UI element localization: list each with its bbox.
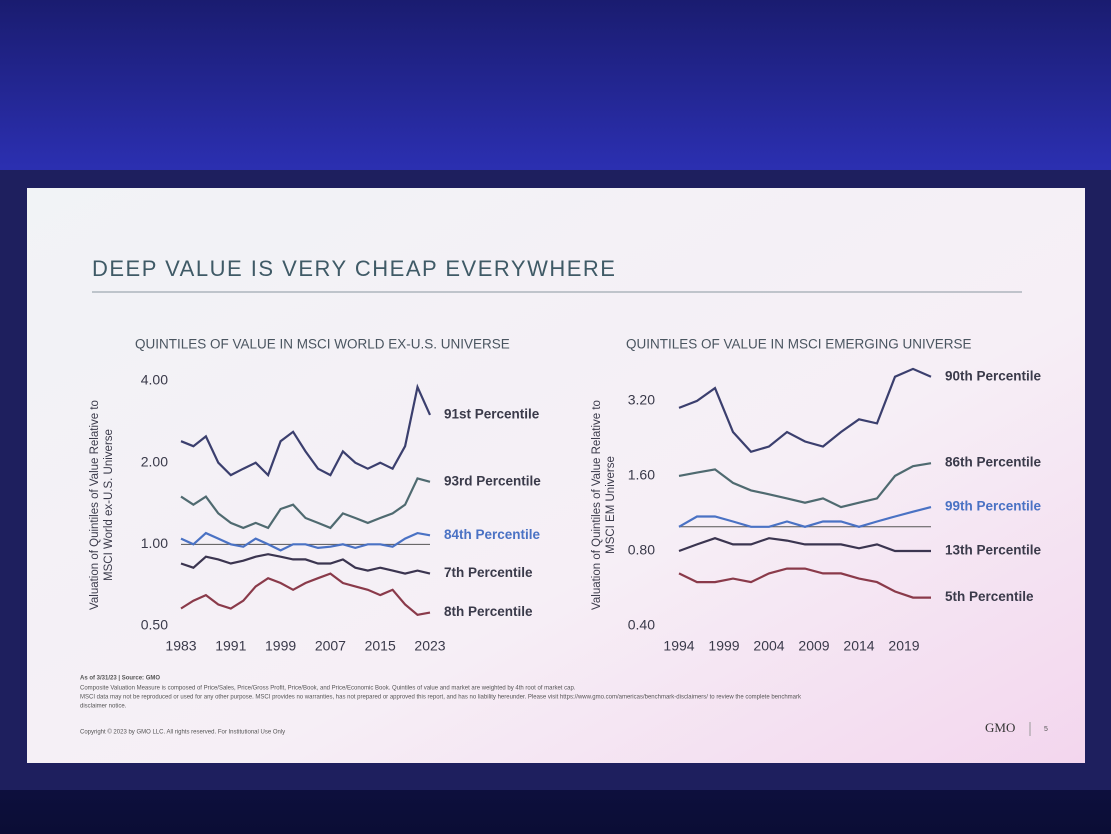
y-tick-label: 3.20 (628, 392, 655, 408)
series-label: 91st Percentile (444, 406, 540, 421)
chart-title: QUINTILES OF VALUE IN MSCI WORLD EX-U.S.… (135, 337, 510, 352)
slide-title: DEEP VALUE IS VERY CHEAP EVERYWHERE (92, 256, 616, 281)
series-label: 7th Percentile (444, 565, 533, 580)
series-line (180, 572, 431, 616)
x-tick-label: 2004 (753, 638, 784, 654)
x-tick-label: 1999 (265, 638, 296, 654)
series-label: 84th Percentile (444, 527, 541, 542)
y-tick-label: 4.00 (141, 372, 168, 388)
series-label: 99th Percentile (945, 499, 1042, 514)
y-axis-label: Valuation of Quintiles of Value Relative… (591, 400, 603, 610)
series-line (180, 477, 431, 530)
footnote: MSCI data may not be reproduced or used … (80, 695, 802, 701)
x-tick-label: 2015 (365, 638, 396, 654)
series-line (678, 462, 932, 509)
x-tick-label: 2019 (888, 638, 919, 654)
y-tick-label: 1.60 (628, 467, 655, 483)
x-tick-label: 2009 (798, 638, 829, 654)
series-label: 93rd Percentile (444, 473, 541, 488)
x-tick-label: 2014 (843, 638, 874, 654)
series-line (678, 567, 931, 599)
copyright: Copyright © 2023 by GMO LLC. All rights … (80, 729, 285, 736)
series-line (678, 506, 932, 528)
series-label: 5th Percentile (945, 589, 1034, 604)
series-line (678, 537, 931, 553)
series-label: 8th Percentile (444, 604, 533, 619)
y-tick-label: 2.00 (141, 453, 168, 469)
x-tick-label: 1999 (708, 638, 739, 654)
y-tick-label: 1.00 (141, 535, 168, 551)
y-axis-label: MSCI World ex-U.S. Universe (103, 429, 115, 581)
chart-title: QUINTILES OF VALUE IN MSCI EMERGING UNIV… (626, 337, 972, 352)
slide (27, 188, 1085, 763)
series-label: 86th Percentile (945, 455, 1042, 470)
x-tick-label: 1991 (215, 638, 246, 654)
series-label: 13th Percentile (945, 543, 1042, 558)
y-tick-label: 0.80 (628, 542, 655, 558)
y-axis-label: MSCI EM Universe (605, 456, 617, 554)
footnote: As of 3/31/23 | Source: GMO (80, 676, 160, 682)
x-tick-label: 2023 (414, 638, 445, 654)
series-line (180, 531, 431, 552)
y-tick-label: 0.40 (628, 617, 655, 633)
x-tick-label: 2007 (315, 638, 346, 654)
footnote: Composite Valuation Measure is composed … (80, 686, 576, 692)
series-label: 90th Percentile (945, 368, 1042, 383)
series-line (180, 383, 432, 478)
x-tick-label: 1983 (165, 638, 196, 654)
logo: GMO (985, 720, 1015, 735)
y-tick-label: 0.50 (141, 617, 168, 633)
x-tick-label: 1994 (663, 638, 694, 654)
series-line (180, 553, 431, 575)
footnote: disclaimer notice. (80, 704, 127, 710)
series-line (678, 367, 932, 454)
page-number: 5 (1044, 726, 1048, 733)
y-axis-label: Valuation of Quintiles of Value Relative… (89, 400, 101, 610)
